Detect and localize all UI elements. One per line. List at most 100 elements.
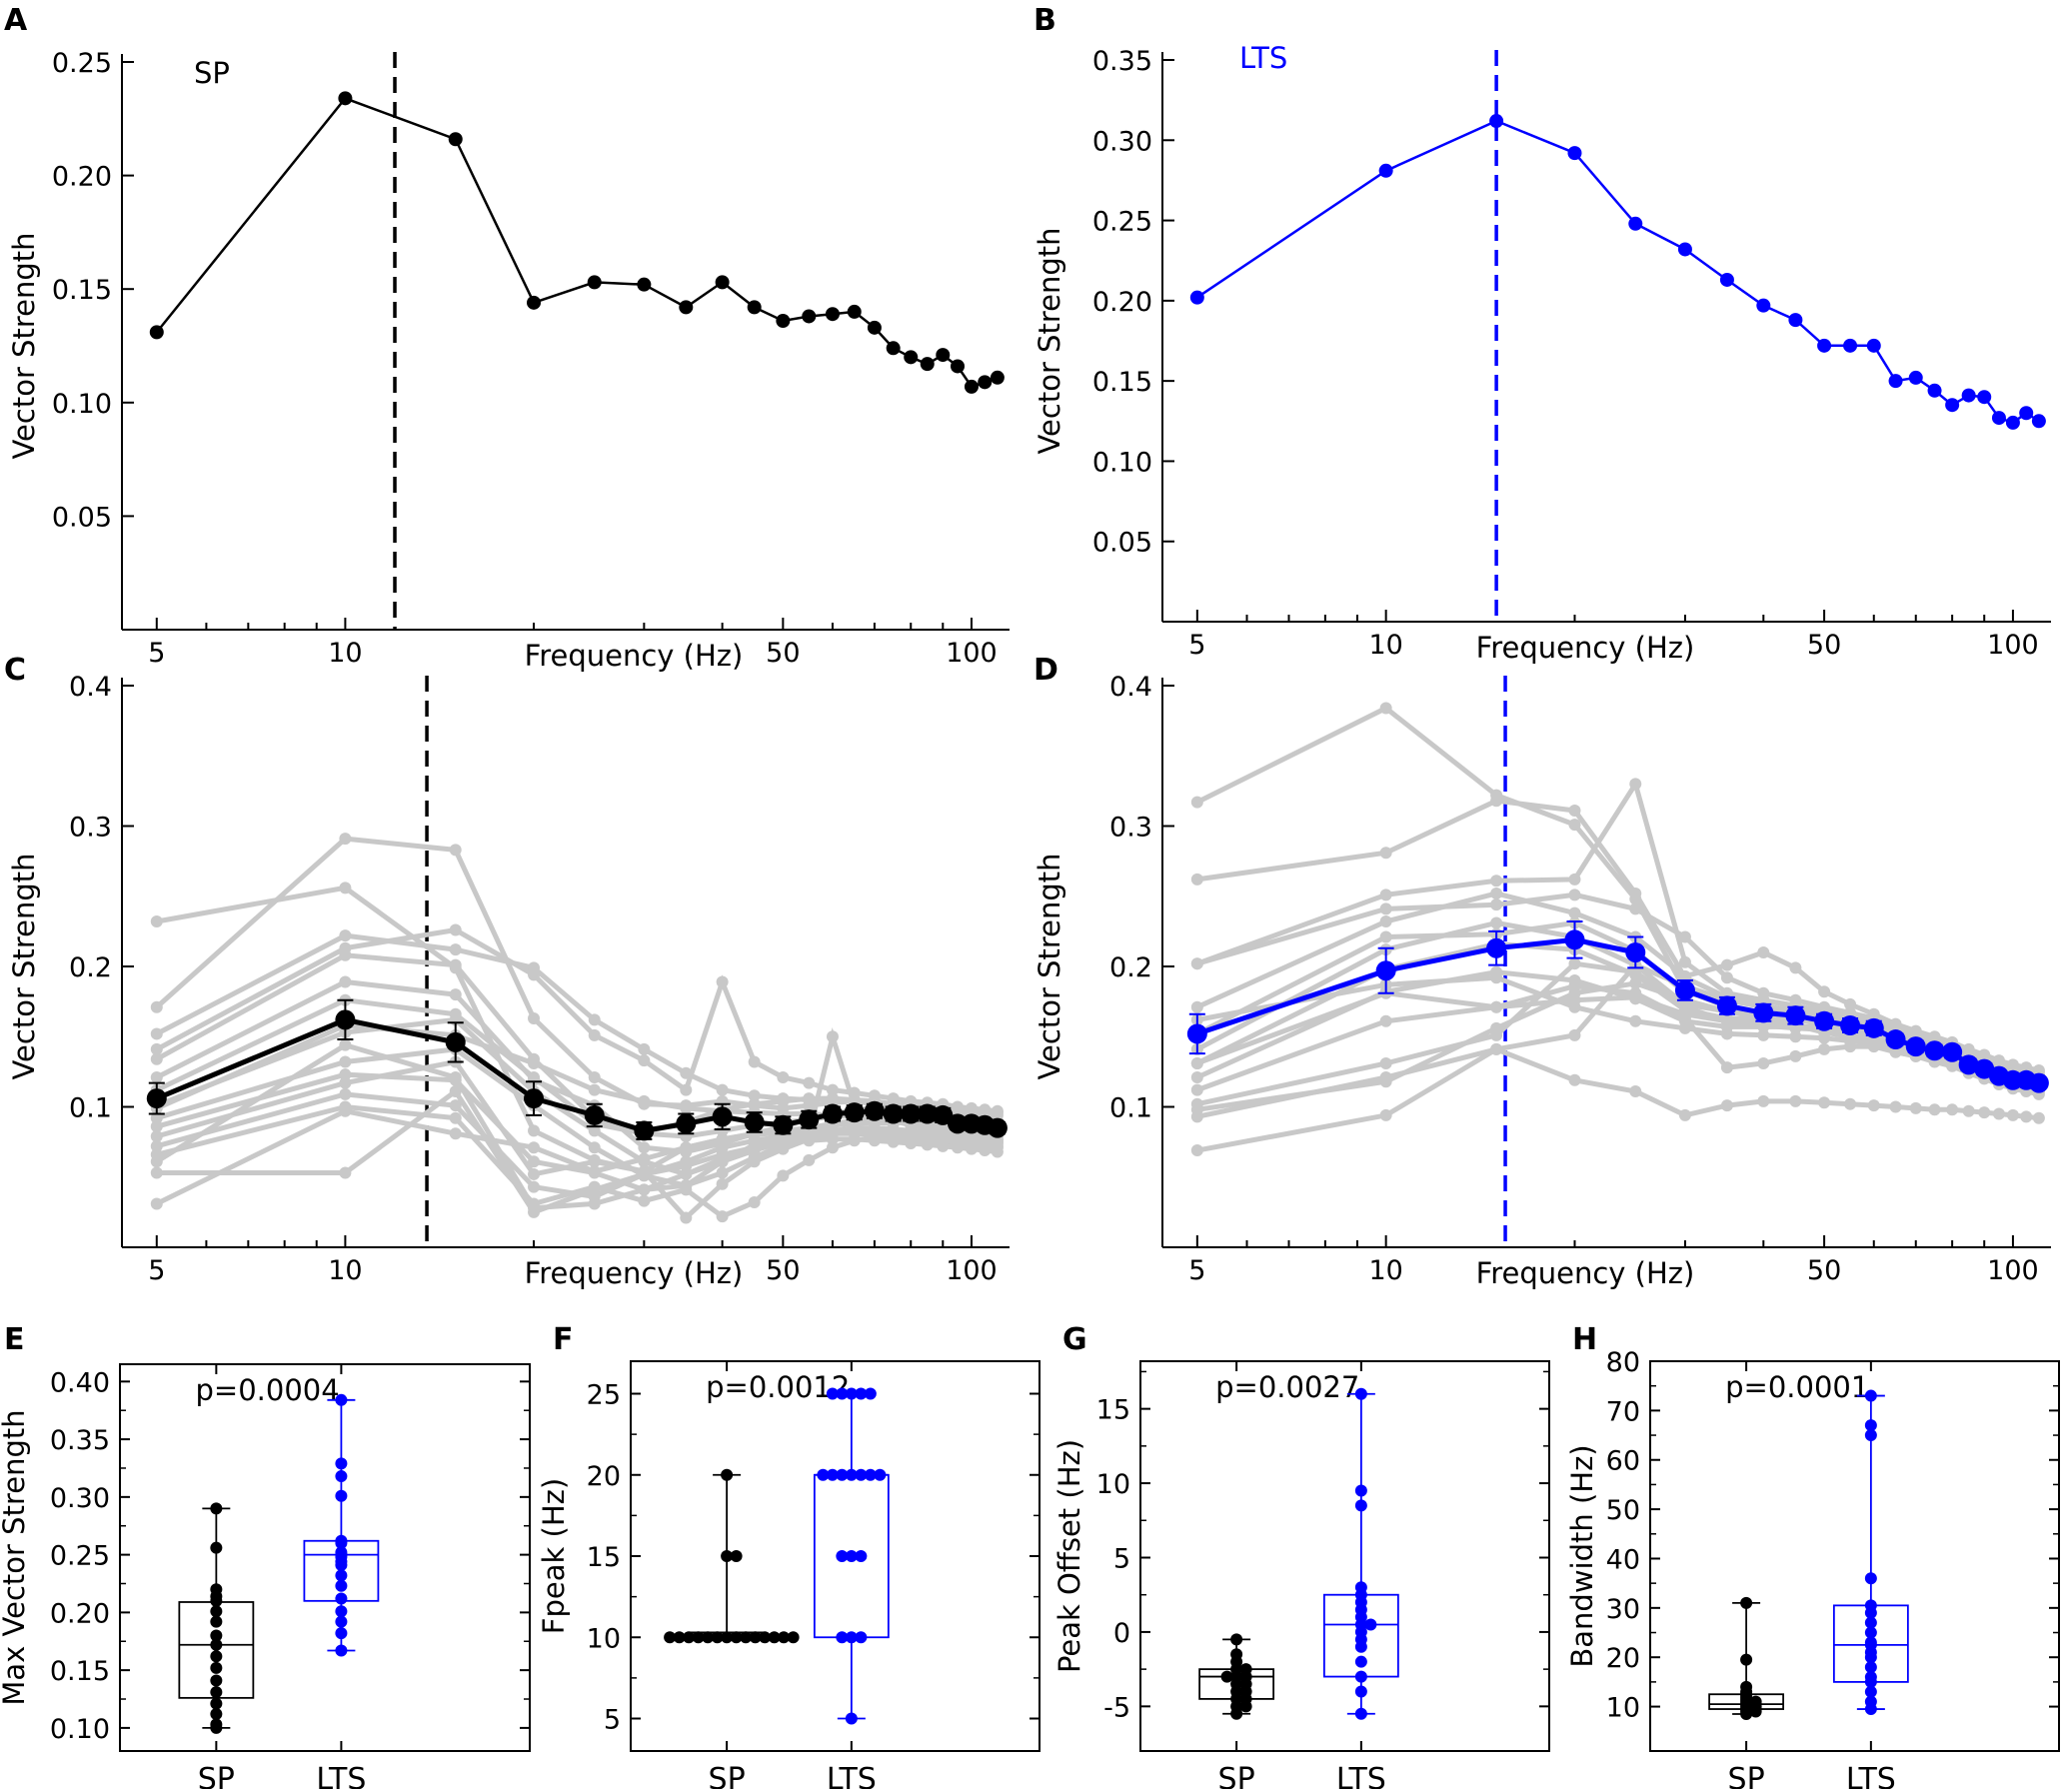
individual-data-point (868, 1134, 881, 1147)
p-value-annotation: p=0.0027 (1215, 1370, 1359, 1404)
data-point (1354, 1499, 1367, 1512)
data-point (210, 1686, 223, 1699)
y-tick-label: 0.35 (1092, 46, 1152, 77)
individual-data-point (777, 1169, 790, 1182)
data-point (1885, 1029, 1906, 1050)
y-tick-label: 0.20 (50, 1598, 110, 1629)
data-point (1354, 1707, 1367, 1720)
data-point (1740, 1707, 1753, 1720)
data-point (338, 91, 353, 106)
panel-c-chart: 0.1 0.2 0.3 0.4 5 10 50 100 Frequency (Hz) Vector… (7, 672, 1010, 1290)
individual-data-point (1379, 889, 1392, 901)
individual-data-point (1190, 1103, 1203, 1116)
plot-frame (119, 1363, 531, 1752)
individual-data-point (777, 1137, 790, 1150)
x-category-label: SP (1728, 1762, 1765, 1789)
individual-data-point (716, 1132, 729, 1145)
individual-data-point (905, 1137, 918, 1150)
data-point (867, 320, 882, 335)
data-point (335, 1470, 348, 1483)
data-point (730, 1631, 743, 1644)
panel-letter-b: B (1034, 3, 1056, 38)
y-tick-label: 60 (1606, 1446, 1640, 1477)
individual-data-point (150, 1052, 163, 1065)
individual-data-point (339, 1038, 352, 1051)
individual-cell-trace (1195, 891, 2040, 1073)
y-axis-label: Fpeak (Hz) (537, 1478, 571, 1634)
individual-data-point (588, 1183, 601, 1196)
data-point (335, 1592, 348, 1605)
data-point (702, 1631, 715, 1644)
p-value-annotation: p=0.0001 (1725, 1370, 1869, 1404)
x-category-label: LTS (827, 1762, 877, 1789)
y-tick-label: 5 (1113, 1543, 1130, 1574)
individual-data-point (937, 1139, 950, 1152)
individual-data-point (1720, 971, 1733, 984)
individual-data-point (150, 1120, 163, 1133)
individual-data-point (777, 1094, 790, 1107)
individual-data-point (680, 1159, 693, 1172)
y-tick-label: 80 (1606, 1347, 1640, 1378)
panel-letter-f: F (553, 1322, 574, 1357)
individual-data-point (1629, 778, 1642, 791)
individual-data-point (777, 1070, 790, 1083)
individual-data-point (638, 1152, 651, 1165)
data-point (210, 1674, 223, 1687)
data-point (826, 1468, 839, 1481)
individual-data-point (1629, 1014, 1642, 1027)
data-point (1354, 1640, 1367, 1653)
individual-data-point (638, 1194, 651, 1207)
individual-data-point (803, 1092, 816, 1105)
y-tick-label: 30 (1606, 1594, 1640, 1625)
data-point (1628, 216, 1643, 231)
individual-data-point (826, 1083, 839, 1096)
individual-data-point (150, 1000, 163, 1013)
data-point (673, 1631, 686, 1644)
individual-data-point (1490, 875, 1503, 888)
data-point (864, 1100, 885, 1121)
individual-data-point (150, 1130, 163, 1143)
individual-data-point (449, 958, 462, 971)
individual-data-point (680, 1083, 693, 1096)
individual-data-point (748, 1141, 761, 1154)
y-axis-label: Vector Strength (7, 232, 41, 459)
individual-data-point (680, 1101, 693, 1114)
data-point (847, 304, 862, 319)
individual-cell-trace (1196, 1046, 2040, 1121)
individual-data-point (150, 915, 163, 928)
panel-f-chart: 5 10 15 20 25 Fpeak (Hz) p=0.0012 SP LTS (537, 1360, 1040, 1789)
data-point (787, 1631, 800, 1644)
individual-data-point (1190, 873, 1203, 886)
data-point (864, 1387, 877, 1400)
individual-data-point (1568, 906, 1581, 919)
x-tick-label: 50 (1807, 1255, 1841, 1286)
panel-h-chart: 10 20 30 40 50 60 70 80 Bandwidth (Hz) p=0.0001 SP… (1565, 1347, 2060, 1789)
panel-letter-c: C (4, 653, 26, 688)
individual-data-point (716, 1177, 729, 1190)
individual-data-point (1757, 1028, 1770, 1041)
x-tick-label: 50 (1807, 630, 1841, 661)
data-point (1788, 313, 1803, 328)
individual-data-point (1678, 969, 1691, 982)
individual-data-point (339, 1104, 352, 1117)
individual-data-point (1568, 1028, 1581, 1041)
individual-data-point (716, 1210, 729, 1223)
data-point (721, 1468, 734, 1481)
individual-data-point (1490, 887, 1503, 899)
data-point (886, 341, 901, 356)
individual-data-point (528, 1124, 541, 1137)
individual-data-point (716, 975, 729, 988)
individual-data-point (528, 1180, 541, 1193)
y-tick-label: 0.3 (69, 813, 112, 844)
x-category-label: LTS (1846, 1762, 1896, 1789)
data-point (1958, 1054, 1979, 1075)
panel-e-chart: 0.10 0.15 0.20 0.25 0.30 0.35 0.40 Max Vector S… (0, 1363, 531, 1789)
individual-data-point (1789, 1094, 1802, 1107)
data-point (335, 1559, 348, 1572)
data-point (845, 1550, 858, 1562)
individual-data-point (1818, 985, 1831, 998)
individual-data-point (339, 1076, 352, 1089)
individual-data-point (449, 1085, 462, 1098)
individual-data-point (1190, 1070, 1203, 1083)
data-point (776, 314, 791, 329)
